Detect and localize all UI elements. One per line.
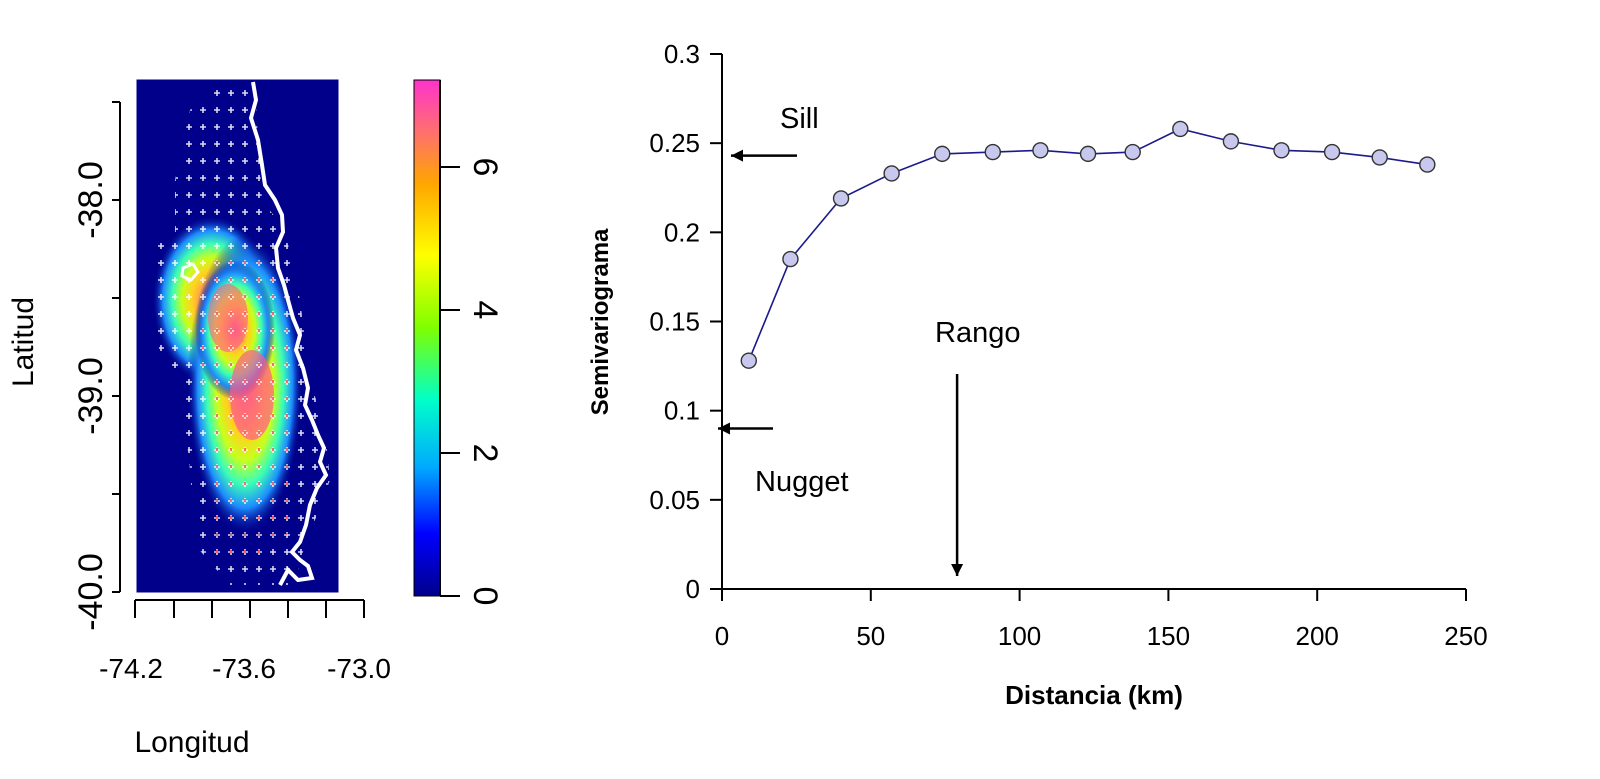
data-point — [1032, 142, 1049, 159]
semivariogram-points — [740, 120, 1436, 369]
sill-arrow — [731, 149, 797, 162]
x-tick-label: 50 — [856, 621, 885, 651]
coastline — [248, 81, 329, 586]
x-axis-title: Distancia (km) — [1005, 680, 1183, 710]
data-point — [1079, 145, 1097, 163]
map-y-tick-label: -39.0 — [72, 357, 110, 435]
y-axis-title: Semivariograma — [587, 228, 614, 415]
data-point — [883, 165, 900, 182]
y-tick-label: 0.3 — [664, 39, 700, 69]
x-tick-label: 150 — [1147, 621, 1190, 651]
map-x-tick-label: -74.2 — [99, 653, 163, 684]
island-outline — [180, 262, 200, 282]
map-x-tick-label: -73.6 — [212, 653, 276, 684]
data-point — [1273, 142, 1290, 159]
map-panel: -38.0 -39.0 -40.0 -74.2 -73.6 -73.0 Long… — [7, 79, 504, 759]
semivariogram-annotations — [718, 149, 964, 576]
data-point — [1371, 149, 1388, 166]
nugget-arrow — [718, 422, 773, 435]
data-point — [782, 250, 799, 268]
data-point — [934, 145, 951, 163]
y-tick-label: 0.1 — [664, 396, 700, 426]
rango-arrow — [951, 374, 964, 576]
map-frame — [136, 79, 339, 593]
y-tick-label: 0.15 — [649, 307, 700, 337]
map-y-tick-label: -38.0 — [72, 161, 110, 239]
colorbar-tick-label: 6 — [466, 158, 504, 177]
y-tick-label: 0 — [686, 574, 700, 604]
x-tick-label: 200 — [1296, 621, 1339, 651]
colorbar-gradient — [413, 79, 441, 597]
sill-annotation-label: Sill — [780, 103, 819, 135]
map-y-axis-title: Latitud — [7, 297, 40, 387]
data-point — [1124, 143, 1141, 161]
nugget-annotation-label: Nugget — [755, 466, 849, 498]
map-y-axis: -38.0 -39.0 -40.0 — [72, 101, 121, 631]
data-point — [740, 352, 757, 369]
data-point — [1172, 120, 1189, 138]
y-tick-label: 0.25 — [649, 128, 700, 158]
map-x-axis-title: Longitud — [134, 726, 249, 759]
semivariogram-series-line — [748, 128, 1428, 362]
data-point — [1222, 133, 1240, 150]
semivariogram-chart: 0 0.05 0.1 0.15 0.2 0.25 0.3 0 50 100 150 200 250 Di… — [587, 39, 1488, 710]
map-x-tick-label: -73.0 — [327, 653, 391, 684]
data-point — [984, 143, 1002, 161]
semivariogram-axes: 0 0.05 0.1 0.15 0.2 0.25 0.3 0 50 100 150 200 250 — [649, 39, 1487, 651]
y-tick-label: 0.05 — [649, 485, 700, 515]
heatmap-image — [137, 80, 338, 592]
x-tick-label: 0 — [715, 621, 729, 651]
data-point — [1323, 143, 1341, 161]
colorbar: 0 2 4 6 — [413, 79, 504, 606]
x-tick-label: 100 — [998, 621, 1041, 651]
data-point — [832, 190, 850, 207]
map-x-axis: -74.2 -73.6 -73.0 — [99, 599, 391, 684]
data-point — [1419, 156, 1436, 173]
colorbar-tick-label: 2 — [466, 444, 504, 463]
map-y-tick-label: -40.0 — [72, 553, 110, 631]
station-dots — [200, 255, 300, 570]
colorbar-tick-label: 0 — [466, 587, 504, 606]
y-tick-label: 0.2 — [664, 217, 700, 247]
x-tick-label: 250 — [1444, 621, 1487, 651]
rango-annotation-label: Rango — [935, 317, 1020, 349]
colorbar-tick-label: 4 — [466, 301, 504, 320]
